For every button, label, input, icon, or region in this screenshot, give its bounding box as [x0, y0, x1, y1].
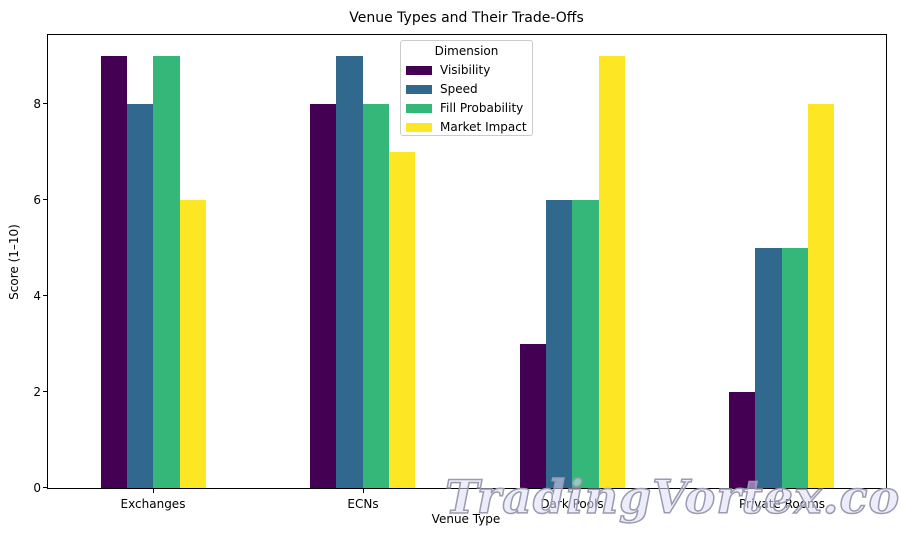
- bar-exchanges-fill-probability: [153, 56, 180, 488]
- legend-label: Visibility: [440, 63, 491, 77]
- bar-ecns-fill-probability: [363, 104, 389, 488]
- y-tick: [43, 199, 47, 200]
- bar-exchanges-visibility: [101, 56, 127, 488]
- y-tick: [43, 103, 47, 104]
- legend-label: Market Impact: [440, 120, 527, 134]
- x-tick: [153, 489, 154, 493]
- legend-item-fill-probability: Fill Probability: [406, 101, 523, 115]
- chart-title: Venue Types and Their Trade-Offs: [349, 10, 584, 26]
- bar-dark-pools-visibility: [520, 344, 546, 488]
- bar-dark-pools-fill-probability: [572, 200, 599, 488]
- bar-dark-pools-speed: [546, 200, 572, 488]
- y-tick-label: 8: [33, 97, 41, 111]
- legend-title: Dimension: [434, 44, 499, 58]
- y-tick-label: 0: [33, 481, 41, 495]
- y-tick: [43, 487, 47, 488]
- x-tick-label: Private Rooms: [738, 497, 826, 511]
- bar-ecns-market-impact: [389, 152, 415, 488]
- bar-private-rooms-market-impact: [808, 104, 834, 488]
- legend-label: Fill Probability: [440, 101, 524, 115]
- y-tick-label: 4: [33, 289, 41, 303]
- y-axis-title: Score (1–10): [7, 224, 21, 300]
- y-tick-label: 6: [33, 193, 41, 207]
- y-tick: [43, 295, 47, 296]
- legend-swatch-icon: [406, 84, 432, 94]
- x-tick: [572, 489, 573, 493]
- legend: Dimension Visibility Speed Fill Probabil…: [400, 40, 533, 136]
- y-tick-label: 2: [33, 385, 41, 399]
- bar-dark-pools-market-impact: [599, 56, 625, 488]
- bar-private-rooms-speed: [755, 248, 782, 488]
- x-tick-label: Dark Pools: [540, 497, 604, 511]
- bar-private-rooms-fill-probability: [782, 248, 808, 488]
- y-tick: [43, 391, 47, 392]
- bar-exchanges-speed: [127, 104, 153, 488]
- x-tick-label: ECNs: [347, 497, 379, 511]
- bar-exchanges-market-impact: [180, 200, 206, 488]
- bar-private-rooms-visibility: [729, 392, 755, 488]
- plot-area: Exchanges ECNs Dark Pools Private Rooms …: [33, 34, 887, 511]
- legend-item-speed: Speed: [406, 82, 478, 96]
- legend-swatch-icon: [406, 65, 432, 75]
- legend-item-visibility: Visibility: [406, 63, 490, 77]
- legend-swatch-icon: [406, 122, 432, 132]
- x-tick: [363, 489, 364, 493]
- legend-item-market-impact: Market Impact: [406, 120, 527, 134]
- bar-ecns-speed: [336, 56, 363, 488]
- legend-swatch-icon: [406, 103, 432, 113]
- bar-ecns-visibility: [310, 104, 336, 488]
- x-axis-title: Venue Type: [431, 512, 501, 526]
- x-tick: [782, 489, 783, 493]
- legend-label: Speed: [440, 82, 478, 96]
- x-tick-label: Exchanges: [120, 497, 186, 511]
